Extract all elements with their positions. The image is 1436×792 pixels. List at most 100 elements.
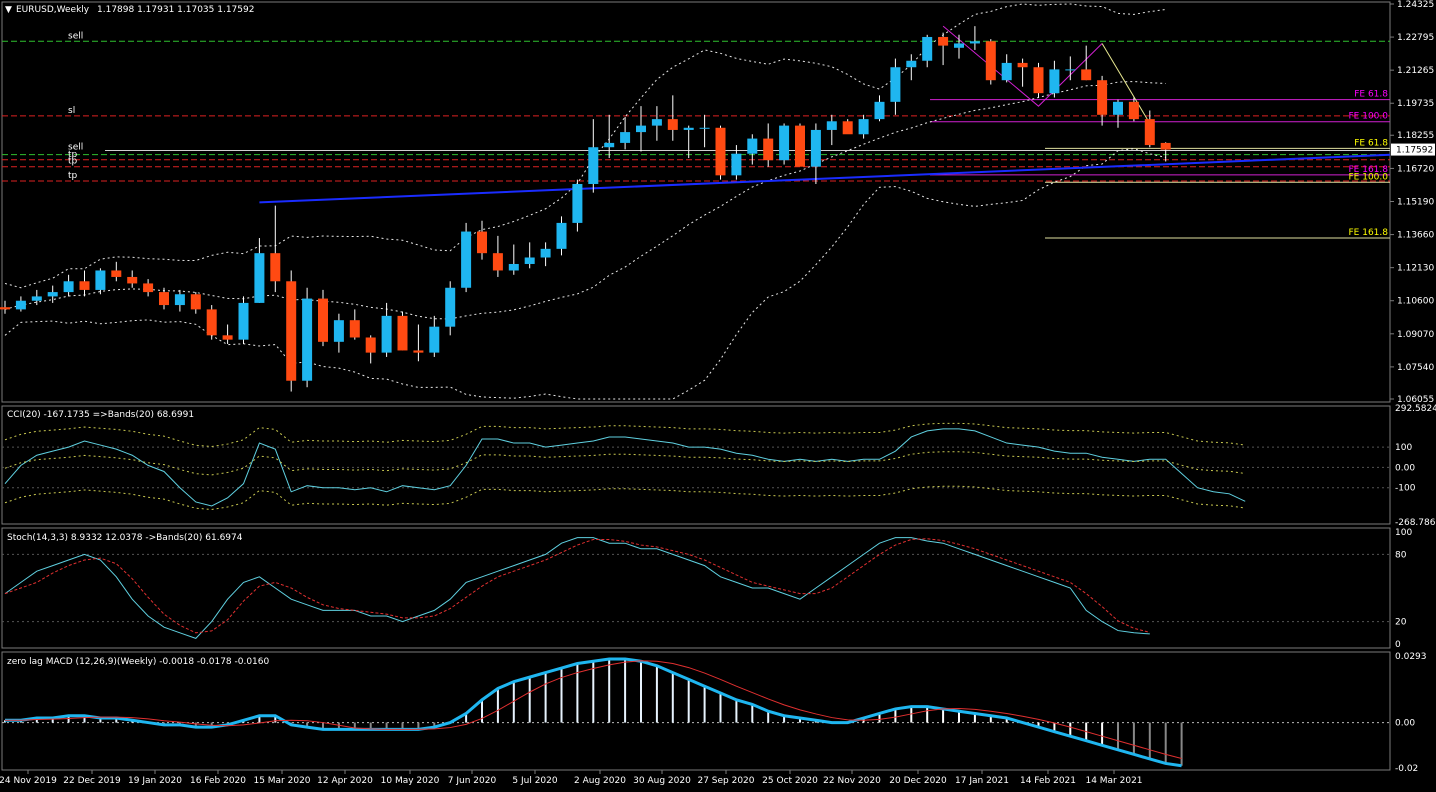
candle-body <box>206 309 217 336</box>
macd-pane[interactable] <box>2 657 1390 768</box>
cci-pane[interactable] <box>2 422 1390 510</box>
dropdown-arrow-icon[interactable]: ▼ <box>5 5 12 15</box>
candle-body <box>31 296 42 301</box>
x-tick-label: 5 Jul 2020 <box>512 776 557 786</box>
candle-body <box>922 36 933 61</box>
x-tick-label: 20 Dec 2020 <box>889 776 947 786</box>
candle-body <box>540 248 551 258</box>
candle-body <box>588 147 599 184</box>
fe-label-1: FE 100.0 <box>1349 112 1389 122</box>
candle-body <box>890 67 901 102</box>
candle-body <box>1081 69 1092 81</box>
candle-body <box>63 281 74 293</box>
x-tick-label: 17 Jan 2021 <box>955 776 1009 786</box>
candle-body <box>318 298 328 342</box>
price-tick-label: 1.22795 <box>1397 33 1434 43</box>
x-tick-label: 7 Jun 2020 <box>448 776 497 786</box>
x-tick-label: 12 Apr 2020 <box>317 776 373 786</box>
price-tick-label: 1.16720 <box>1397 164 1434 174</box>
stoch-pane[interactable] <box>2 537 1390 639</box>
candle-body <box>874 101 885 120</box>
fe-label-2: FE 61.8 <box>1354 138 1388 148</box>
candle-body <box>810 129 821 167</box>
candle-body <box>699 127 710 129</box>
candle-body <box>954 43 964 48</box>
cci-tick-label: 100 <box>1395 443 1412 453</box>
stoch-d-line <box>4 538 1150 634</box>
main-pane-border <box>1 1 1391 403</box>
candle-body <box>683 127 694 130</box>
candle-body <box>731 153 742 176</box>
macd-tick-label: -0.02 <box>1395 764 1418 774</box>
stoch-pane-border <box>1 527 1391 649</box>
candle-body <box>508 263 519 271</box>
candle-body <box>222 335 233 340</box>
candle-body <box>159 292 169 306</box>
price-tick-label: 1.10600 <box>1397 297 1434 307</box>
stoch-tick-label: 20 <box>1395 618 1407 628</box>
candle-body <box>254 253 265 303</box>
candle-body <box>477 231 487 254</box>
macd-tick-label: 0.00 <box>1395 719 1415 729</box>
level-label-0: sell <box>68 31 83 41</box>
candle-body <box>286 281 297 381</box>
ohlc-label: 1.17898 1.17931 1.17035 1.17592 <box>97 5 254 15</box>
price-tick-label: 1.09070 <box>1397 330 1434 340</box>
candle-body <box>492 253 503 271</box>
stoch-tick-label: 100 <box>1395 528 1412 538</box>
price-tick-label: 1.24325 <box>1397 0 1434 10</box>
current-price-label: 1.17592 <box>1396 146 1433 156</box>
bb-mid <box>4 81 1166 320</box>
candle-body <box>270 253 281 282</box>
fe-label-0: FE 61.8 <box>1354 90 1388 100</box>
x-tick-label: 14 Mar 2021 <box>1085 776 1142 786</box>
candle-body <box>302 298 313 381</box>
candle-body <box>0 307 10 310</box>
cci-tick-label: -268.7868 <box>1395 518 1436 528</box>
candle-body <box>524 257 535 264</box>
candle-body <box>397 315 408 351</box>
x-tick-label: 30 Aug 2020 <box>633 776 691 786</box>
x-tick-label: 22 Dec 2019 <box>63 776 121 786</box>
zigzag-yellow <box>1101 43 1151 124</box>
candle-body <box>1033 67 1044 94</box>
price-tick-label: 1.12130 <box>1397 264 1434 274</box>
candle-body <box>174 294 185 306</box>
candle-body <box>779 125 790 161</box>
macd-signal-line <box>5 660 1182 759</box>
candle-body <box>938 36 949 46</box>
candle-body <box>1017 62 1028 68</box>
x-tick-label: 25 Oct 2020 <box>762 776 818 786</box>
x-tick-label: 24 Nov 2019 <box>0 776 57 786</box>
cci-band-2 <box>4 451 1246 476</box>
candle-body <box>651 119 662 126</box>
candle-body <box>1049 69 1060 94</box>
macd-line <box>5 657 1182 768</box>
candle-body <box>461 231 472 288</box>
candle-body <box>667 119 678 130</box>
candle-body <box>1113 101 1123 115</box>
x-tick-label: 15 Mar 2020 <box>253 776 310 786</box>
candle-body <box>238 302 249 340</box>
candle-body <box>747 138 758 154</box>
candle-body <box>349 320 360 338</box>
candle-body <box>143 283 154 293</box>
zigzag-magenta <box>942 25 1103 107</box>
cci-header: CCI(20) -167.1735 =>Bands(20) 68.6991 <box>7 410 194 420</box>
candle-body <box>111 270 122 277</box>
candle-body <box>95 270 106 290</box>
candle-body <box>1097 80 1108 115</box>
candle-body <box>1128 101 1139 120</box>
candle-body <box>381 315 392 353</box>
price-tick-label: 1.18255 <box>1397 131 1434 141</box>
candle-body <box>906 60 917 68</box>
level-label-2: sell <box>68 142 83 152</box>
candle-body <box>445 287 456 327</box>
fe-label-3: FE 161.8 <box>1349 165 1389 175</box>
candle-body <box>413 350 424 353</box>
candle-body <box>763 138 774 161</box>
level-label-4: tp <box>68 157 78 167</box>
candle-body <box>842 121 853 135</box>
